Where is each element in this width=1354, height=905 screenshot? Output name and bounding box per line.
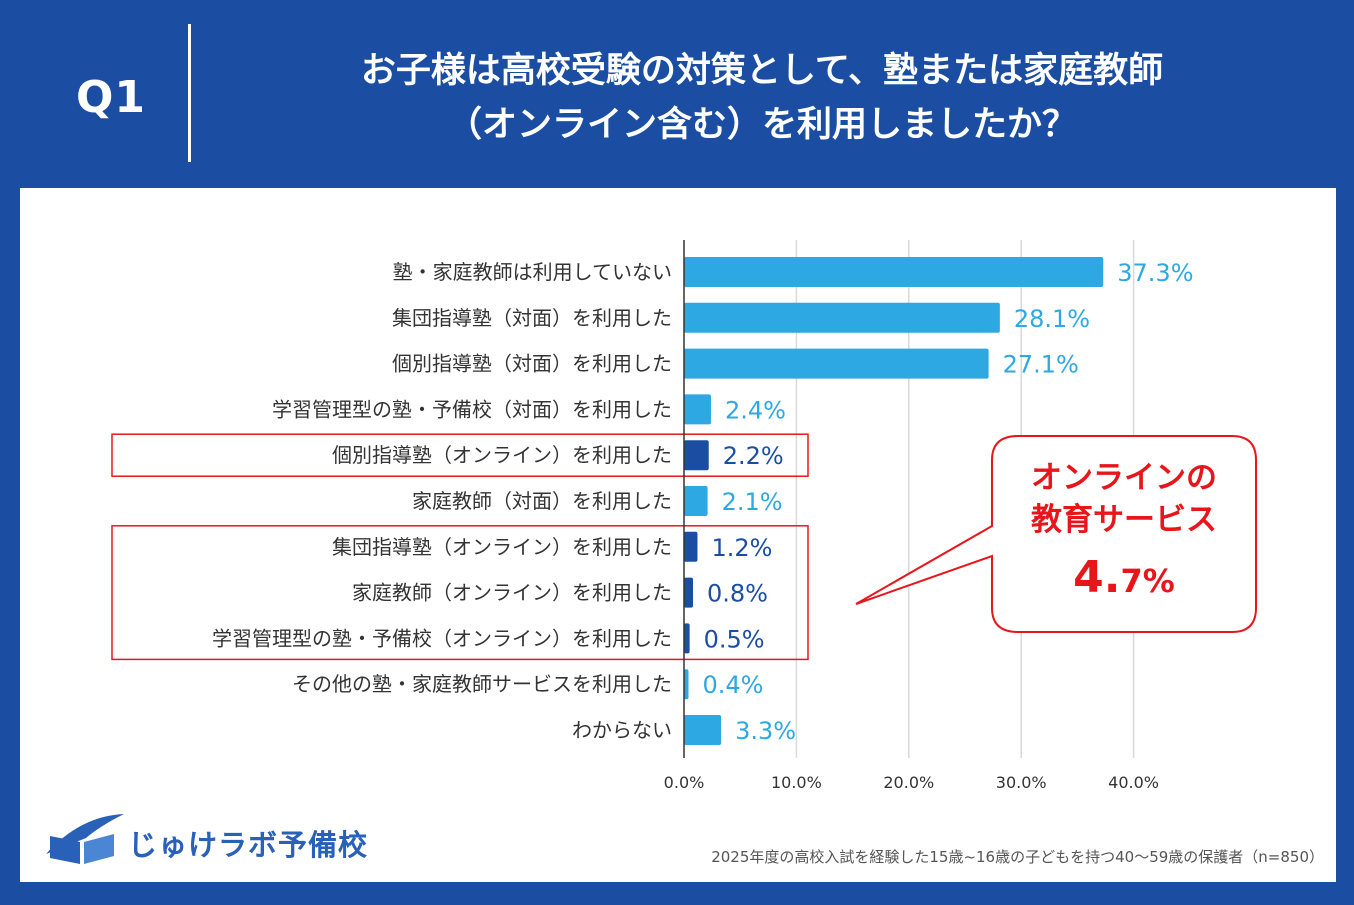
category-label: 集団指導塾（オンライン）を利用した: [332, 535, 672, 559]
chart-panel: 塾・家庭教師は利用していない 集団指導塾（対面）を利用した 個別指導塾（対面）を利用…: [20, 188, 1336, 882]
bar: [684, 577, 693, 608]
category-label: 個別指導塾（オンライン）を利用した: [332, 443, 672, 467]
bar: [684, 394, 711, 425]
category-label: 集団指導塾（対面）を利用した: [392, 306, 672, 330]
value-label: 2.1%: [722, 488, 783, 516]
logo-text: じゅけラボ予備校: [128, 828, 369, 862]
footnote: 2025年度の高校入試を経験した15歳~16歳の子どもを持つ40～59歳の保護者…: [711, 848, 1324, 866]
bar: [684, 531, 698, 562]
question-title-line2: （オンライン含む）を利用しましたか？: [446, 105, 1077, 145]
question-title-line1: お子様は高校受験の対策として、塾または家庭教師: [360, 51, 1164, 91]
callout-bubble: オンラインの 教育サービス 4.7%: [855, 435, 1257, 633]
bars: [684, 257, 1104, 745]
bar-chart: 塾・家庭教師は利用していない集団指導塾（対面）を利用した個別指導塾（対面）を利用…: [111, 240, 1257, 792]
value-label: 37.3%: [1117, 259, 1193, 287]
bar: [684, 669, 689, 700]
category-label: 塾・家庭教師は利用していない: [393, 260, 672, 284]
question-label: Q1: [76, 72, 147, 123]
bar: [684, 257, 1104, 287]
x-tick-label: 40.0%: [1108, 773, 1159, 792]
value-label: 3.3%: [735, 717, 796, 745]
x-tick-label: 30.0%: [996, 773, 1047, 792]
category-label: わからない: [572, 718, 672, 742]
bar: [684, 623, 690, 654]
callout-line2: 教育サービス: [1031, 502, 1217, 538]
x-tick-labels: 0.0% 10.0% 20.0% 30.0% 40.0%: [664, 773, 1159, 792]
highlight-boxes: [111, 433, 809, 661]
highlight-box: [111, 433, 809, 477]
value-labels: 37.3% 28.1% 27.1% 2.4% 2.2% 2.1% 1.2% 0.8% 0.5% 0…: [702, 259, 1193, 745]
value-label: 0.5%: [704, 625, 765, 653]
category-label: 家庭教師（オンライン）を利用した: [352, 581, 672, 605]
bar: [684, 348, 989, 379]
callout-shape: [855, 435, 1257, 633]
value-label: 27.1%: [1003, 351, 1079, 379]
value-label: 28.1%: [1014, 305, 1090, 333]
value-label: 1.2%: [711, 534, 772, 562]
category-labels: 塾・家庭教師は利用していない集団指導塾（対面）を利用した個別指導塾（対面）を利用…: [212, 260, 672, 742]
x-tick-label: 20.0%: [883, 773, 934, 792]
logo-book-icon: [46, 814, 124, 864]
question-title: お子様は高校受験の対策として、塾または家庭教師 （オンライン含む）を利用しました…: [222, 44, 1302, 152]
category-label: 学習管理型の塾・予備校（対面）を利用した: [272, 397, 672, 421]
bar: [684, 440, 709, 471]
bar: [684, 715, 722, 745]
highlight-box: [111, 525, 809, 661]
bar: [684, 486, 708, 516]
x-tick-label: 10.0%: [771, 773, 822, 792]
category-label: 学習管理型の塾・予備校（オンライン）を利用した: [212, 626, 672, 650]
callout-value-dec: 7%: [1121, 562, 1175, 600]
header-divider: [188, 24, 191, 162]
callout-value: 4.7%: [1073, 552, 1175, 603]
value-label: 2.2%: [723, 442, 784, 470]
header: Q1 お子様は高校受験の対策として、塾または家庭教師 （オンライン含む）を利用し…: [0, 0, 1354, 188]
category-label: 家庭教師（対面）を利用した: [412, 489, 672, 513]
category-label: 個別指導塾（対面）を利用した: [392, 352, 672, 376]
value-label: 0.4%: [702, 671, 763, 699]
value-label: 2.4%: [725, 396, 786, 424]
category-label: その他の塾・家庭教師サービスを利用した: [292, 672, 672, 696]
value-label: 0.8%: [707, 580, 768, 608]
x-tick-label: 0.0%: [664, 773, 705, 792]
callout-line1: オンラインの: [1031, 460, 1217, 496]
logo: じゅけラボ予備校: [40, 808, 367, 868]
callout-value-int: 4.: [1073, 552, 1120, 603]
bar: [684, 302, 1000, 333]
